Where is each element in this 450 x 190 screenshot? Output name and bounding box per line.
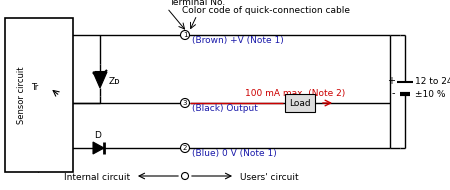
Text: ±10 %: ±10 % [415, 90, 446, 99]
Circle shape [180, 98, 189, 108]
Text: Zᴅ: Zᴅ [109, 78, 121, 86]
Circle shape [181, 173, 189, 180]
Text: 12 to 24 V DC: 12 to 24 V DC [415, 77, 450, 86]
Text: Internal circuit: Internal circuit [64, 173, 130, 181]
Circle shape [180, 31, 189, 40]
Text: +: + [387, 77, 395, 86]
Text: Terminal No.: Terminal No. [169, 0, 225, 7]
Polygon shape [93, 72, 107, 88]
Circle shape [180, 143, 189, 153]
Text: 3: 3 [183, 100, 187, 106]
Text: (Blue) 0 V (Note 1): (Blue) 0 V (Note 1) [192, 149, 277, 158]
Text: 2: 2 [183, 145, 187, 151]
Text: -: - [392, 89, 395, 98]
Text: Color code of quick-connection cable: Color code of quick-connection cable [182, 6, 350, 15]
Polygon shape [93, 142, 104, 154]
Text: Users' circuit: Users' circuit [240, 173, 299, 181]
Text: 100 mA max. (Note 2): 100 mA max. (Note 2) [245, 89, 345, 98]
Text: (Brown) +V (Note 1): (Brown) +V (Note 1) [192, 36, 284, 45]
Text: 1: 1 [183, 32, 187, 38]
Text: (Black) Output: (Black) Output [192, 104, 258, 113]
Text: Load: Load [289, 98, 311, 108]
Bar [285, 94, 315, 112]
Bar [5, 18, 73, 172]
Text: Tr: Tr [31, 83, 38, 92]
Text: Sensor circuit: Sensor circuit [17, 66, 26, 124]
Text: D: D [94, 131, 101, 140]
